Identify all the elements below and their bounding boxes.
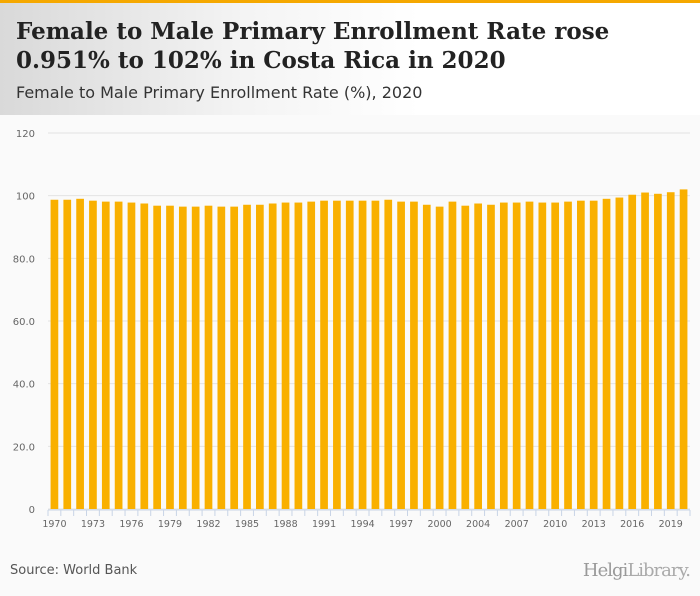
x-tick-label: 1976	[119, 519, 143, 530]
bar-2007	[512, 202, 521, 509]
accent-bar	[0, 0, 700, 3]
bar-2011	[564, 201, 572, 509]
x-tick-label: 2007	[505, 519, 529, 530]
bar-1994	[358, 200, 367, 509]
bar-1970	[50, 199, 59, 509]
helgi-library-logo[interactable]: HelgiLibrary.	[582, 560, 691, 581]
bar-2010	[551, 202, 560, 509]
y-tick-label: 20.0	[13, 442, 35, 453]
x-tick-label: 2000	[428, 519, 452, 530]
bar-2006	[499, 202, 508, 509]
bar-2009	[538, 202, 547, 509]
bar-1987	[268, 203, 277, 509]
x-tick-label: 2016	[620, 519, 644, 530]
x-tick-label: 1973	[81, 519, 105, 530]
x-tick-label: 2004	[466, 519, 490, 530]
x-tick-label: 1997	[389, 519, 413, 530]
bar-1988	[281, 202, 290, 509]
bar-1998	[410, 201, 418, 509]
bar-2019	[666, 192, 675, 509]
y-tick-label: 120	[16, 129, 35, 140]
y-tick-label: 80.0	[13, 254, 35, 265]
source-note: Source: World Bank	[10, 563, 138, 578]
x-tick-label: 1979	[158, 519, 182, 530]
y-tick-label: 100	[16, 192, 35, 203]
bar-1982	[204, 205, 213, 509]
bar-1971	[63, 199, 72, 509]
bar-1985	[243, 204, 251, 509]
bar-1992	[333, 200, 341, 509]
chart-title: Female to Male Primary Enrollment Rate r…	[16, 18, 610, 74]
y-tick-label: 60.0	[13, 317, 35, 328]
bar-1991	[320, 200, 328, 509]
bar-1990	[307, 201, 316, 509]
y-tick-label: 0	[29, 505, 35, 516]
bar-2020	[679, 189, 688, 509]
bar-1999	[422, 204, 431, 509]
bar-1976	[127, 202, 136, 509]
logo-helgi: Helgi	[582, 560, 628, 581]
bar-1996	[384, 199, 393, 509]
bar-2004	[474, 203, 482, 509]
bar-1997	[397, 201, 405, 509]
x-tick-label: 2010	[543, 519, 567, 530]
bar-1995	[371, 200, 380, 509]
bar-2016	[628, 194, 637, 509]
bar-1974	[101, 201, 110, 509]
x-tick-label: 2013	[582, 519, 606, 530]
x-tick-label: 1982	[196, 519, 220, 530]
x-tick-label: 1985	[235, 519, 259, 530]
bar-1972	[76, 198, 84, 510]
bar-2003	[461, 205, 470, 509]
bar-1983	[217, 206, 226, 509]
bar-2005	[487, 204, 495, 509]
bar-2012	[577, 200, 585, 509]
logo-library: Library.	[627, 560, 691, 581]
bar-1979	[166, 205, 174, 509]
bar-2000	[435, 206, 444, 509]
bar-2002	[448, 201, 457, 509]
bar-1981	[191, 206, 200, 509]
x-tick-label: 1991	[312, 519, 336, 530]
bar-1989	[294, 202, 303, 509]
bar-1980	[178, 206, 187, 509]
y-tick-label: 40.0	[13, 380, 35, 391]
bar-1986	[256, 204, 264, 509]
bar-1984	[230, 206, 239, 509]
header: Female to Male Primary Enrollment Rate r…	[0, 3, 700, 115]
bar-2017	[641, 192, 649, 509]
x-tick-label: 1994	[350, 519, 374, 530]
bar-2013	[589, 200, 598, 509]
x-tick-label: 1988	[273, 519, 297, 530]
chart-subtitle: Female to Male Primary Enrollment Rate (…	[16, 83, 423, 102]
bar-chart: 0 20.0 40.0 60.0 80.0 100 120 1970 1973 1976 1979 1…	[13, 129, 691, 530]
bar-1978	[153, 205, 161, 509]
bar-2015	[615, 197, 624, 509]
bar-2008	[525, 201, 534, 509]
bar-1973	[89, 200, 97, 509]
x-tick-label: 1970	[42, 519, 66, 530]
bar-2014	[602, 198, 611, 510]
bar-1977	[140, 203, 149, 509]
bar-2018	[654, 193, 662, 509]
bar-1993	[345, 200, 354, 509]
x-tick-label: 2019	[659, 519, 683, 530]
bar-1975	[114, 201, 123, 509]
